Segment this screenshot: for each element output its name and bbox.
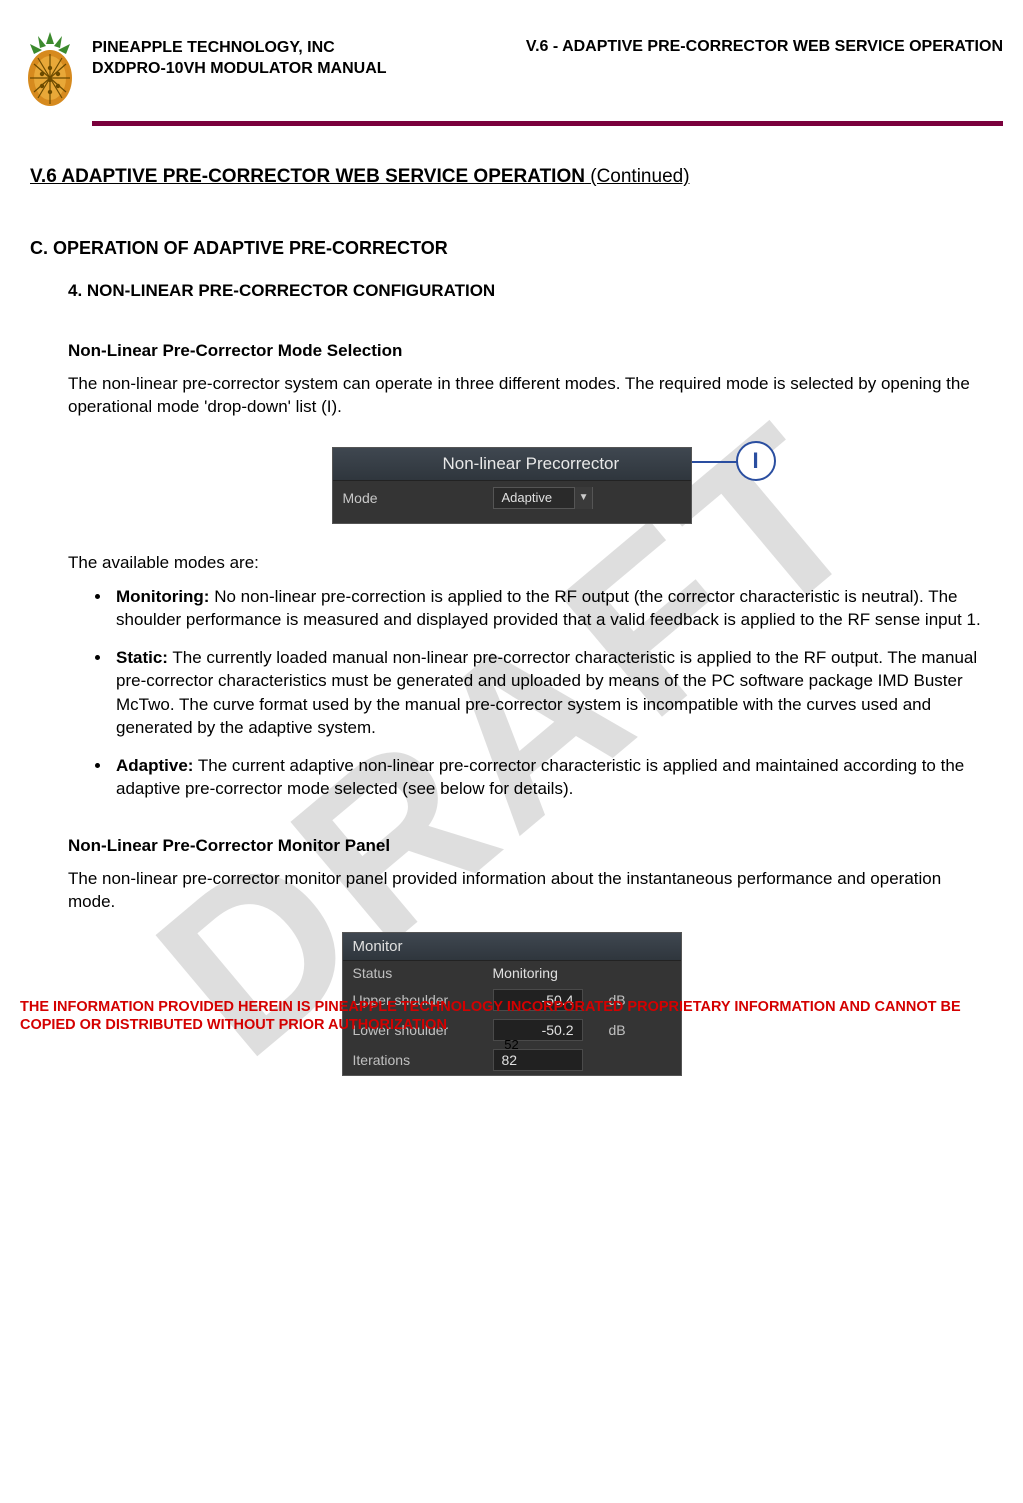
precorrector-panel-title: Non-linear Precorrector xyxy=(333,448,691,481)
monitor-panel-title: Monitor xyxy=(343,933,681,961)
available-modes-intro: The available modes are: xyxy=(68,552,993,575)
mode-selection-para: The non-linear pre-corrector system can … xyxy=(68,373,993,419)
company-name: PINEAPPLE TECHNOLOGY, INC xyxy=(92,38,387,59)
mode-dropdown[interactable]: Adaptive ▼ xyxy=(493,487,594,509)
monitor-panel-heading: Non-Linear Pre-Corrector Monitor Panel xyxy=(68,836,993,856)
mode-desc: The currently loaded manual non-linear p… xyxy=(116,648,977,737)
mode-label: Mode xyxy=(343,490,493,506)
callout-line xyxy=(692,461,740,463)
header-left: PINEAPPLE TECHNOLOGY, INC DXDPRO-10VH MO… xyxy=(92,38,387,80)
monitor-row-status: Status Monitoring xyxy=(343,961,681,985)
mode-name: Monitoring: xyxy=(116,587,209,606)
callout-I: I xyxy=(736,441,776,481)
manual-name: DXDPRO-10VH MODULATOR MANUAL xyxy=(92,59,387,80)
page-header: PINEAPPLE TECHNOLOGY, INC DXDPRO-10VH MO… xyxy=(20,30,1003,115)
company-logo xyxy=(20,30,80,115)
chevron-down-icon: ▼ xyxy=(574,487,592,509)
section-title: V.6 ADAPTIVE PRE-CORRECTOR WEB SERVICE O… xyxy=(30,166,993,188)
proprietary-notice: THE INFORMATION PROVIDED HEREIN IS PINEA… xyxy=(20,998,1003,1036)
mode-name: Adaptive: xyxy=(116,756,193,775)
monitor-panel-para: The non-linear pre-corrector monitor pan… xyxy=(68,868,993,914)
modes-list: Monitoring: No non-linear pre-correction… xyxy=(88,585,993,801)
monitor-label: Status xyxy=(353,965,493,981)
content-body: V.6 ADAPTIVE PRE-CORRECTOR WEB SERVICE O… xyxy=(20,126,1003,1076)
monitor-value: Monitoring xyxy=(493,965,558,981)
header-section-ref: V.6 - ADAPTIVE PRE-CORRECTOR WEB SERVICE… xyxy=(526,38,1003,56)
mode-desc: The current adaptive non-linear pre-corr… xyxy=(116,756,964,798)
list-item: Adaptive: The current adaptive non-linea… xyxy=(112,754,983,801)
list-item: Monitoring: No non-linear pre-correction… xyxy=(112,585,983,632)
mode-selection-heading: Non-Linear Pre-Corrector Mode Selection xyxy=(68,341,993,361)
document-page: PINEAPPLE TECHNOLOGY, INC DXDPRO-10VH MO… xyxy=(0,0,1023,1076)
section-title-continued: (Continued) xyxy=(585,166,690,187)
page-footer: THE INFORMATION PROVIDED HEREIN IS PINEA… xyxy=(20,998,1003,1053)
precorrector-panel: Non-linear Precorrector Mode Adaptive ▼ xyxy=(332,447,692,524)
list-item: Static: The currently loaded manual non-… xyxy=(112,646,983,740)
monitor-value: 82 xyxy=(493,1049,583,1071)
mode-dropdown-value: Adaptive xyxy=(494,490,575,505)
mode-name: Static: xyxy=(116,648,168,667)
precorrector-panel-figure: Non-linear Precorrector Mode Adaptive ▼ … xyxy=(30,447,993,524)
subsection-c: C. OPERATION OF ADAPTIVE PRE-CORRECTOR xyxy=(30,238,993,259)
mode-desc: No non-linear pre-correction is applied … xyxy=(116,587,981,629)
section-title-main: V.6 ADAPTIVE PRE-CORRECTOR WEB SERVICE O… xyxy=(30,166,585,187)
page-number: 52 xyxy=(20,1037,1003,1052)
subsection-4: 4. NON-LINEAR PRE-CORRECTOR CONFIGURATIO… xyxy=(68,281,993,301)
monitor-label: Iterations xyxy=(353,1052,493,1068)
